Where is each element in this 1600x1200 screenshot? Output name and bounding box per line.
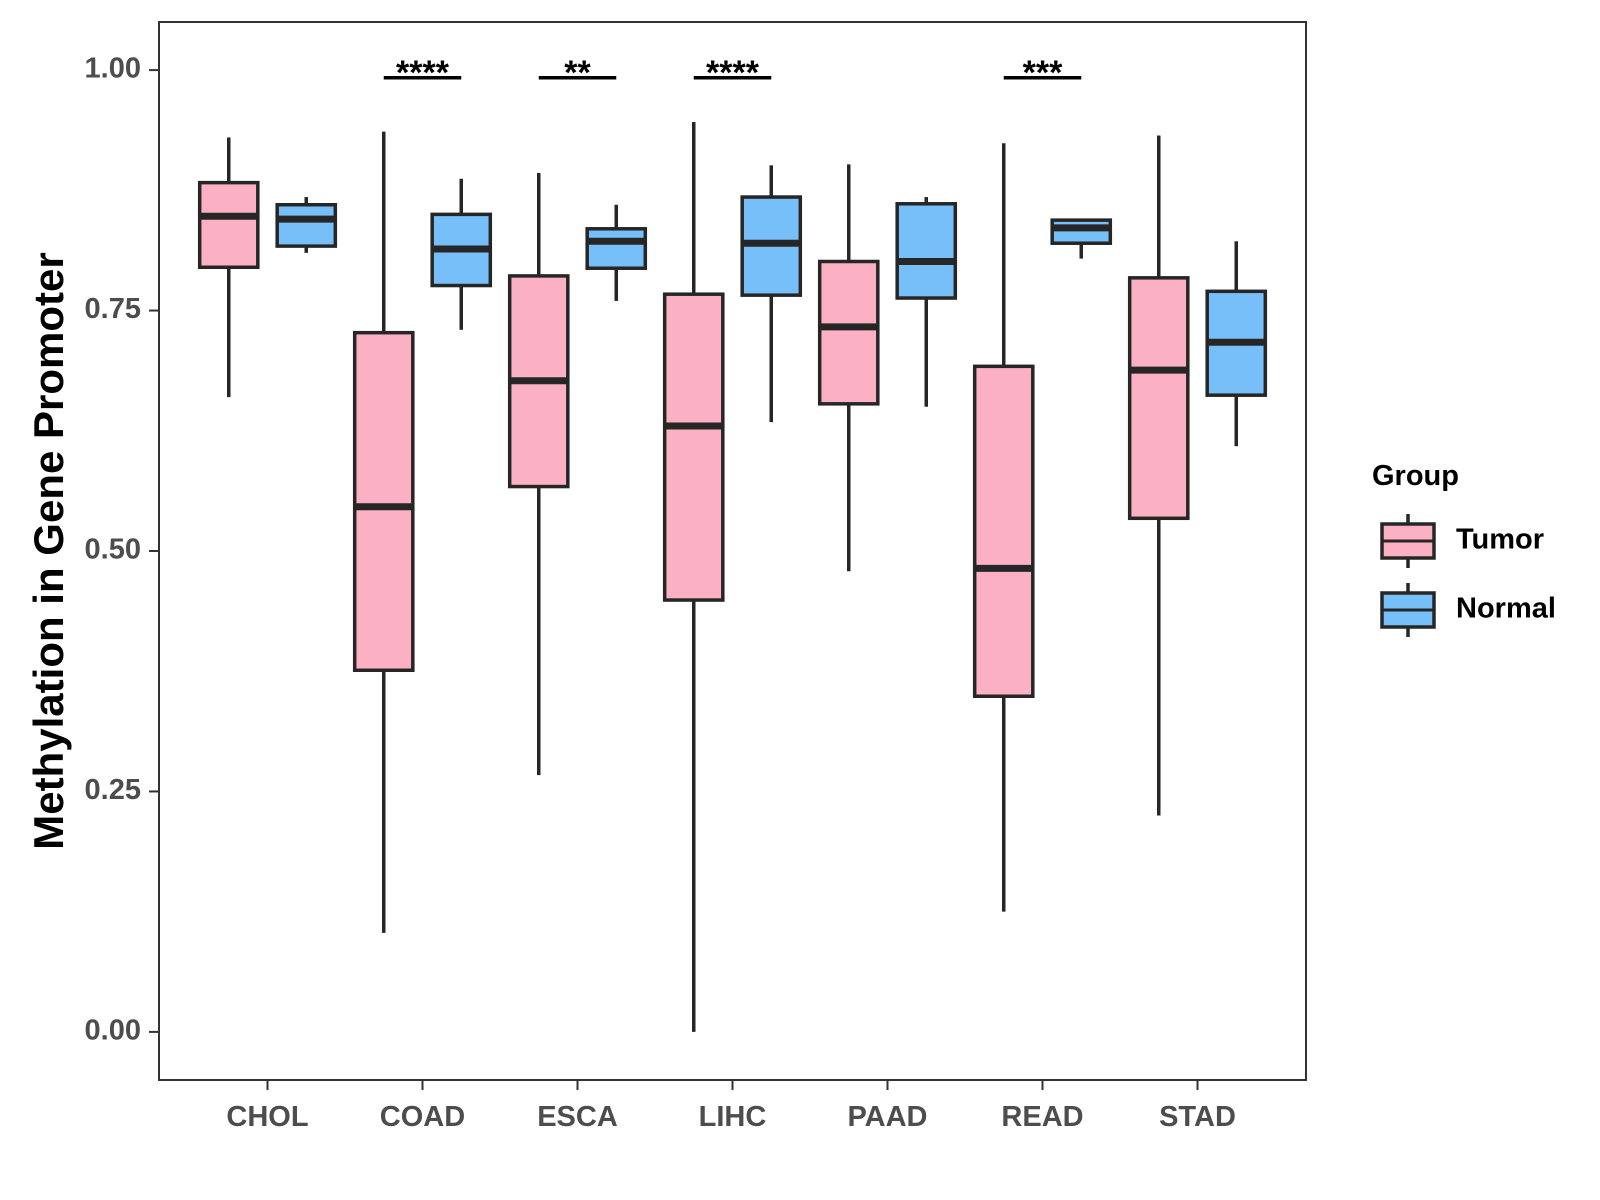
legend: Group Tumor Normal (1372, 460, 1556, 637)
significance-label: *** (1023, 54, 1063, 92)
legend-label: Tumor (1456, 524, 1544, 556)
box-normal-read (1050, 218, 1113, 259)
box-tumor-coad (352, 131, 415, 933)
box-iqr (275, 202, 338, 248)
significance-label: ** (564, 54, 591, 92)
y-tick-label: 0.75 (85, 293, 141, 325)
significance-label: **** (396, 54, 450, 92)
box-tumor-lihc (662, 122, 725, 1032)
box-iqr (817, 259, 880, 406)
box-iqr (585, 227, 648, 270)
x-tick-label: READ (1001, 1101, 1083, 1133)
box-normal-chol (275, 197, 338, 253)
y-tick-label: 0.00 (85, 1015, 141, 1047)
box-normal-esca (585, 204, 648, 301)
x-tick-label: LIHC (699, 1101, 767, 1133)
y-tick-label: 0.50 (85, 534, 141, 566)
significance-layer: **** ** **** *** (383, 54, 1082, 92)
box-iqr (352, 330, 415, 673)
significance-label: **** (706, 54, 760, 92)
box-normal-lihc (740, 165, 803, 423)
box-normal-stad (1205, 241, 1268, 447)
boxes-layer (197, 122, 1268, 1032)
x-tick-label: PAAD (847, 1101, 927, 1133)
x-tick-label: STAD (1159, 1101, 1236, 1133)
legend-title: Group (1372, 460, 1459, 492)
box-iqr (895, 202, 958, 300)
box-normal-paad (895, 197, 958, 407)
x-tick-label: COAD (380, 1101, 465, 1133)
box-iqr (197, 180, 260, 270)
y-tick-label: 0.25 (85, 774, 141, 806)
box-tumor-chol (197, 137, 260, 398)
legend-label: Normal (1456, 593, 1556, 625)
box-tumor-read (972, 143, 1035, 912)
box-normal-coad (430, 178, 493, 330)
x-tick-label: ESCA (537, 1101, 618, 1133)
box-tumor-stad (1127, 135, 1190, 816)
y-axis-title: Methylation in Gene Promoter (25, 252, 72, 849)
box-iqr (1050, 218, 1113, 245)
legend-item-normal: Normal (1380, 583, 1556, 637)
box-iqr (972, 364, 1035, 698)
box-tumor-esca (507, 173, 570, 776)
legend-item-tumor: Tumor (1380, 514, 1544, 568)
box-iqr (1127, 276, 1190, 521)
y-tick-label: 1.00 (85, 53, 141, 85)
axes-layer: 0.00 0.25 0.50 0.75 1.00 CHOL COAD ESCA LIHC PAAD… (85, 53, 1236, 1133)
x-tick-label: CHOL (226, 1101, 308, 1133)
box-iqr (662, 292, 725, 602)
box-tumor-paad (817, 164, 880, 572)
